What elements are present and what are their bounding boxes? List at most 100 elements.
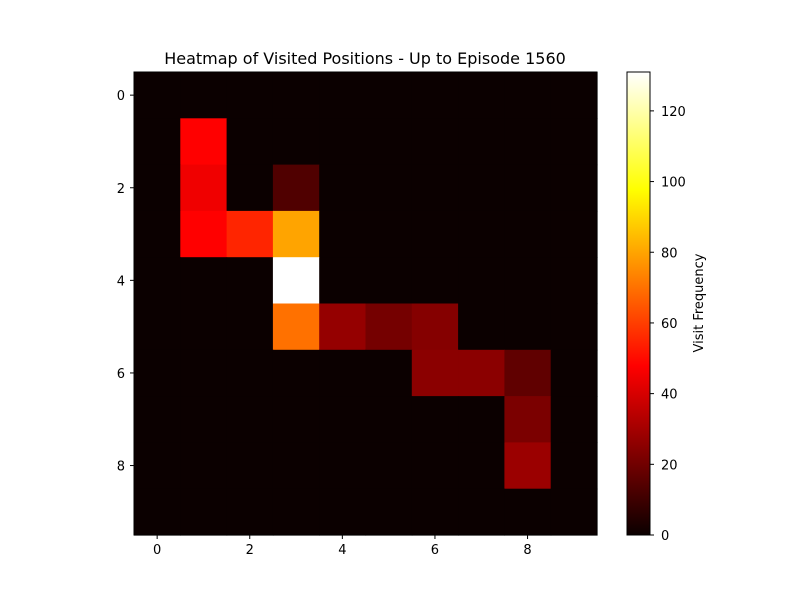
heatmap-cell bbox=[134, 164, 181, 212]
heatmap-cell bbox=[550, 442, 598, 490]
heatmap-cell bbox=[226, 72, 274, 119]
heatmap-cell bbox=[504, 488, 552, 536]
x-tick-label: 4 bbox=[338, 543, 346, 558]
heatmap-cell bbox=[550, 210, 598, 258]
heatmap-cell bbox=[180, 257, 228, 305]
heatmap-cell bbox=[319, 488, 367, 536]
heatmap-cell bbox=[226, 257, 274, 305]
heatmap-cell bbox=[180, 396, 228, 443]
heatmap-cell bbox=[550, 349, 598, 397]
heatmap-cell bbox=[458, 303, 505, 351]
heatmap-cells bbox=[134, 72, 598, 536]
x-axis-ticks: 0 2 4 6 8 bbox=[153, 535, 532, 558]
heatmap-cell bbox=[550, 257, 598, 305]
heatmap-cell bbox=[504, 442, 552, 490]
heatmap-cell bbox=[550, 164, 598, 212]
heatmap-cell bbox=[458, 396, 505, 443]
heatmap-cell bbox=[226, 303, 274, 351]
heatmap-cell bbox=[272, 303, 320, 351]
colorbar-tick-label: 80 bbox=[661, 246, 678, 261]
heatmap-cell bbox=[550, 396, 598, 443]
heatmap-cell bbox=[272, 257, 320, 305]
heatmap-cell bbox=[319, 303, 367, 351]
heatmap-cell bbox=[411, 164, 459, 212]
heatmap-cell bbox=[504, 349, 552, 397]
heatmap-cell bbox=[272, 118, 320, 166]
heatmap-cell bbox=[504, 303, 552, 351]
heatmap-cell bbox=[365, 118, 413, 166]
heatmap-cell bbox=[411, 349, 459, 397]
heatmap-cell bbox=[504, 210, 552, 258]
heatmap-cell bbox=[411, 303, 459, 351]
heatmap-cell bbox=[458, 349, 505, 397]
heatmap-cell bbox=[180, 349, 228, 397]
heatmap-cell bbox=[226, 164, 274, 212]
heatmap-cell bbox=[458, 118, 505, 166]
colorbar-label: Visit Frequency bbox=[692, 253, 707, 352]
heatmap-cell bbox=[272, 164, 320, 212]
heatmap-cell bbox=[226, 488, 274, 536]
heatmap-cell bbox=[411, 210, 459, 258]
x-tick-label: 0 bbox=[153, 543, 161, 558]
heatmap-cell bbox=[458, 442, 505, 490]
heatmap-cell bbox=[365, 349, 413, 397]
heatmap-cell bbox=[411, 257, 459, 305]
heatmap-cell bbox=[365, 442, 413, 490]
heatmap-cell bbox=[319, 210, 367, 258]
heatmap-cell bbox=[458, 488, 505, 536]
heatmap-cell bbox=[550, 303, 598, 351]
heatmap-cell bbox=[458, 257, 505, 305]
colorbar bbox=[627, 72, 650, 535]
heatmap-cell bbox=[550, 72, 598, 119]
y-tick-label: 4 bbox=[117, 274, 125, 289]
colorbar-tick-label: 0 bbox=[661, 529, 669, 544]
heatmap-cell bbox=[134, 349, 181, 397]
heatmap-cell bbox=[504, 164, 552, 212]
heatmap-cell bbox=[504, 72, 552, 119]
heatmap-cell bbox=[226, 396, 274, 443]
heatmap-cell bbox=[458, 72, 505, 119]
heatmap-cell bbox=[365, 257, 413, 305]
plot-frame bbox=[133, 71, 598, 536]
heatmap-cell bbox=[180, 164, 228, 212]
colorbar-tick-label: 20 bbox=[661, 458, 678, 473]
y-tick-label: 6 bbox=[117, 367, 125, 382]
heatmap-cell bbox=[134, 72, 181, 119]
colorbar-tick-label: 120 bbox=[661, 105, 686, 120]
heatmap-cell bbox=[272, 488, 320, 536]
heatmap-cell bbox=[134, 488, 181, 536]
heatmap-cell bbox=[272, 396, 320, 443]
heatmap-cell bbox=[180, 72, 228, 119]
x-tick-label: 8 bbox=[523, 543, 531, 558]
heatmap-cell bbox=[134, 396, 181, 443]
heatmap-cell bbox=[319, 442, 367, 490]
heatmap-cell bbox=[134, 442, 181, 490]
heatmap-cell bbox=[319, 396, 367, 443]
y-tick-label: 2 bbox=[117, 182, 125, 197]
heatmap-cell bbox=[180, 488, 228, 536]
x-tick-label: 2 bbox=[246, 543, 254, 558]
heatmap-cell bbox=[272, 442, 320, 490]
heatmap-cell bbox=[272, 349, 320, 397]
heatmap-cell bbox=[226, 118, 274, 166]
heatmap-cell bbox=[550, 488, 598, 536]
heatmap-cell bbox=[319, 257, 367, 305]
colorbar-frame bbox=[626, 71, 651, 536]
heatmap-cell bbox=[504, 396, 552, 443]
heatmap-cell bbox=[226, 210, 274, 258]
heatmap-cell bbox=[226, 349, 274, 397]
heatmap-cell bbox=[365, 488, 413, 536]
heatmap-cell bbox=[365, 210, 413, 258]
heatmap-cell bbox=[411, 118, 459, 166]
heatmap-cell bbox=[365, 72, 413, 119]
heatmap-cell bbox=[134, 257, 181, 305]
heatmap-cell bbox=[226, 442, 274, 490]
heatmap-cell bbox=[550, 118, 598, 166]
heatmap-cell bbox=[411, 488, 459, 536]
chart-title: Heatmap of Visited Positions - Up to Epi… bbox=[164, 49, 566, 68]
heatmap-cell bbox=[319, 349, 367, 397]
colorbar-tick-label: 100 bbox=[661, 176, 686, 191]
colorbar-ticks: 0 20 40 60 80 100 120 bbox=[650, 105, 686, 544]
heatmap-cell bbox=[319, 118, 367, 166]
